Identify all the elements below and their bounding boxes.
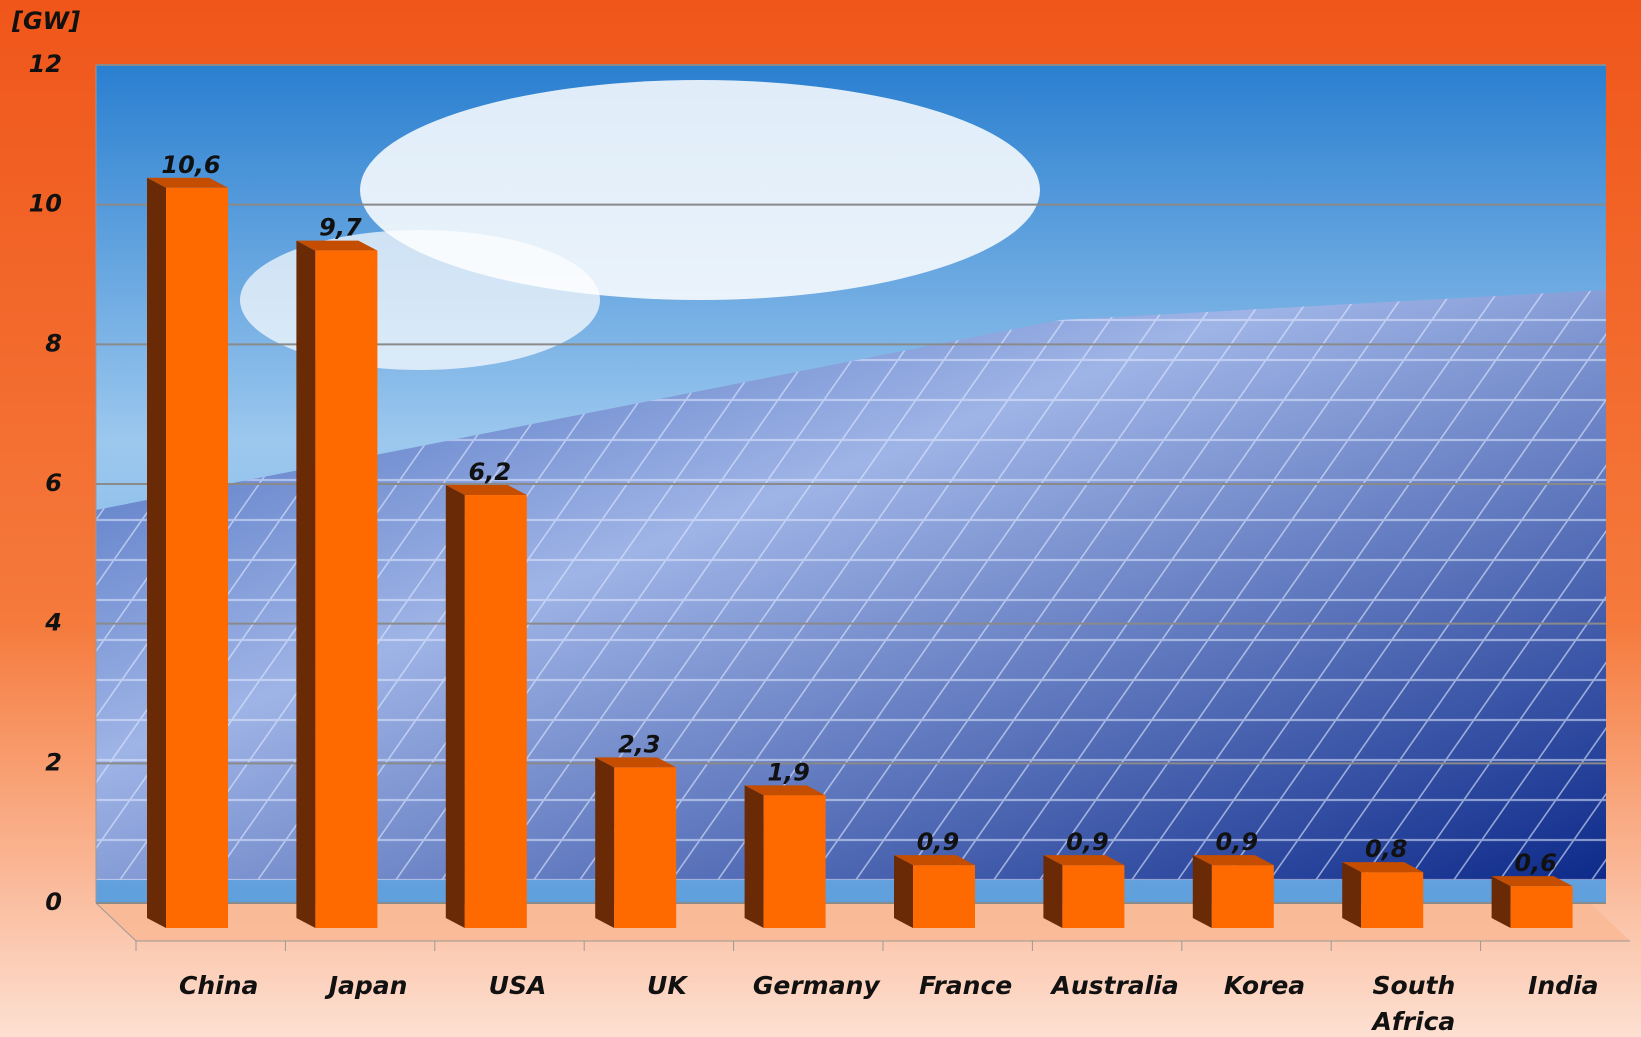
x-tick-label: Germany	[753, 971, 882, 1000]
value-label: 0,8	[1365, 835, 1408, 863]
x-tick-label: Japan	[324, 971, 408, 1000]
value-label: 2,3	[618, 730, 661, 758]
bar-side	[1193, 855, 1212, 928]
bar	[166, 188, 228, 928]
y-tick-label: 10	[29, 190, 62, 218]
value-label: 9,7	[319, 214, 362, 242]
bar	[1361, 872, 1423, 928]
bar-side	[894, 855, 913, 928]
bar	[465, 495, 527, 928]
x-tick-label: Korea	[1224, 971, 1305, 1000]
x-tick-label: India	[1528, 971, 1598, 1000]
bar	[1212, 865, 1274, 928]
value-label: 0,9	[1216, 828, 1259, 856]
y-tick-label: 2	[45, 748, 62, 776]
bar-side	[296, 241, 315, 928]
bar	[764, 795, 826, 928]
bar-side	[446, 485, 465, 928]
chart: [GW] 0 2 4 6 8 10 12 China 10,6 Japan 9,7 USA 6,2 UK 2…	[0, 0, 1641, 1037]
bar	[1511, 886, 1573, 928]
value-label: 6,2	[469, 458, 512, 486]
cloud	[240, 230, 600, 370]
bar	[315, 251, 377, 928]
value-label: 10,6	[161, 151, 220, 179]
bar	[1062, 865, 1124, 928]
value-label: 1,9	[767, 758, 810, 786]
x-tick-label: France	[919, 971, 1012, 1000]
y-axis-label: [GW]	[11, 7, 80, 35]
value-label: 0,6	[1514, 849, 1557, 877]
x-tick-label: China	[179, 971, 258, 1000]
bar-side	[1043, 855, 1062, 928]
y-tick-label: 0	[45, 888, 62, 916]
y-tick-label: 12	[29, 50, 62, 78]
value-label: 0,9	[917, 828, 960, 856]
bar-side	[745, 785, 764, 928]
bar	[614, 767, 676, 928]
y-tick-label: 4	[44, 609, 62, 637]
bar	[913, 865, 975, 928]
value-label: 0,9	[1066, 828, 1109, 856]
x-tick-label: USA	[489, 971, 547, 1000]
bar-side	[1342, 862, 1361, 928]
x-tick-label: Australia	[1050, 971, 1179, 1000]
bar-side	[595, 757, 614, 928]
x-tick-label: UK	[647, 971, 688, 1000]
y-tick-label: 8	[45, 329, 62, 357]
y-tick-label: 6	[45, 469, 62, 497]
bar-side	[147, 178, 166, 928]
